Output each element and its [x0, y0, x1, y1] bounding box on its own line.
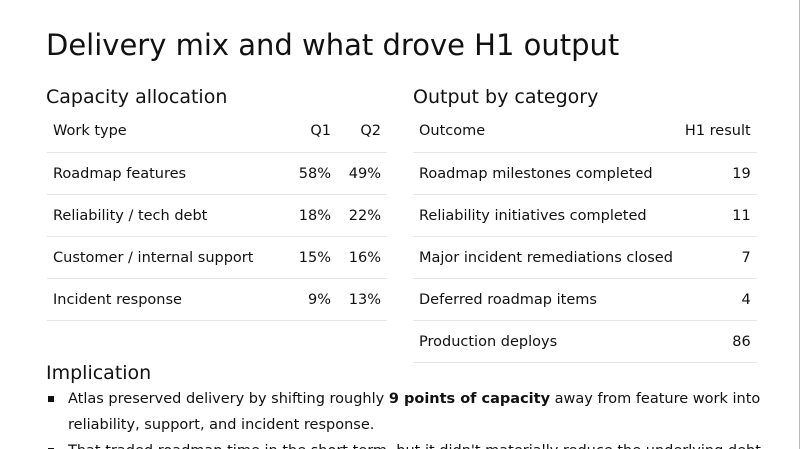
table-cell: Roadmap features — [47, 152, 288, 195]
table-cell: 49% — [337, 152, 387, 195]
table-cell: 15% — [287, 236, 337, 279]
header-cell: Outcome — [413, 110, 679, 153]
table-cell: 4 — [678, 278, 757, 321]
header-cell: H1 result — [678, 110, 757, 153]
text: That traded roadmap time in the short te… — [68, 443, 766, 449]
header-cell: Q2 — [337, 110, 387, 153]
table-cell: 11 — [678, 194, 757, 237]
table-cell: 13% — [337, 278, 387, 321]
table-cell: 9% — [287, 278, 337, 321]
bold-text: 9 points of capacity — [388, 391, 551, 407]
bullet: That traded roadmap time in the short te… — [46, 438, 766, 449]
table-row: Production deploys 86 — [413, 320, 757, 363]
table-cell: 7 — [678, 236, 757, 279]
section-heading: Capacity allocation — [46, 86, 228, 108]
table-row: Incident response 9% 13% — [47, 278, 387, 321]
table-row: Customer / internal support 15% 16% — [47, 236, 387, 279]
bullet-list: Atlas preserved delivery by shifting rou… — [46, 386, 766, 449]
table-row: Reliability / tech debt 18% 22% — [47, 194, 387, 237]
table-cell: Major incident remediations closed — [413, 236, 679, 279]
table-row: Roadmap features 58% 49% — [47, 152, 387, 195]
table-cell: Production deploys — [413, 320, 679, 363]
table-cell: Incident response — [47, 278, 288, 321]
table-cell: Deferred roadmap items — [413, 278, 679, 321]
header-row: Work type Q1 Q2 — [47, 110, 387, 153]
table-row: Reliability initiatives completed 11 — [413, 194, 757, 237]
table-row: Deferred roadmap items 4 — [413, 278, 757, 321]
section-heading: Implication — [46, 362, 152, 384]
table-cell: Reliability / tech debt — [47, 194, 288, 237]
table-cell: 86 — [678, 320, 757, 363]
table-row: Roadmap milestones completed 19 — [413, 152, 757, 195]
header-row: Outcome H1 result — [413, 110, 757, 153]
bullet: Atlas preserved delivery by shifting rou… — [46, 386, 766, 438]
table-cell: Customer / internal support — [47, 236, 288, 279]
table-cell: Roadmap milestones completed — [413, 152, 679, 195]
table-cell: 18% — [287, 194, 337, 237]
section-heading: Output by category — [413, 86, 599, 108]
slide-title: Delivery mix and what drove H1 output — [46, 28, 620, 62]
capacity-table: Work type Q1 Q2 Roadmap features 58% 49% Relia… — [47, 110, 387, 321]
table-cell: 58% — [287, 152, 337, 195]
table-cell: 16% — [337, 236, 387, 279]
text: Atlas preserved delivery by shifting rou… — [68, 391, 389, 407]
table-row: Major incident remediations closed 7 — [413, 236, 757, 279]
output-table: Outcome H1 result Roadmap milestones compl… — [413, 110, 757, 363]
header-cell: Q1 — [287, 110, 337, 153]
table-cell: 22% — [337, 194, 387, 237]
header-cell: Work type — [47, 110, 288, 153]
table-cell: Reliability initiatives completed — [413, 194, 679, 237]
table-cell: 19 — [678, 152, 757, 195]
text: away from feature work into reliability,… — [68, 391, 761, 433]
